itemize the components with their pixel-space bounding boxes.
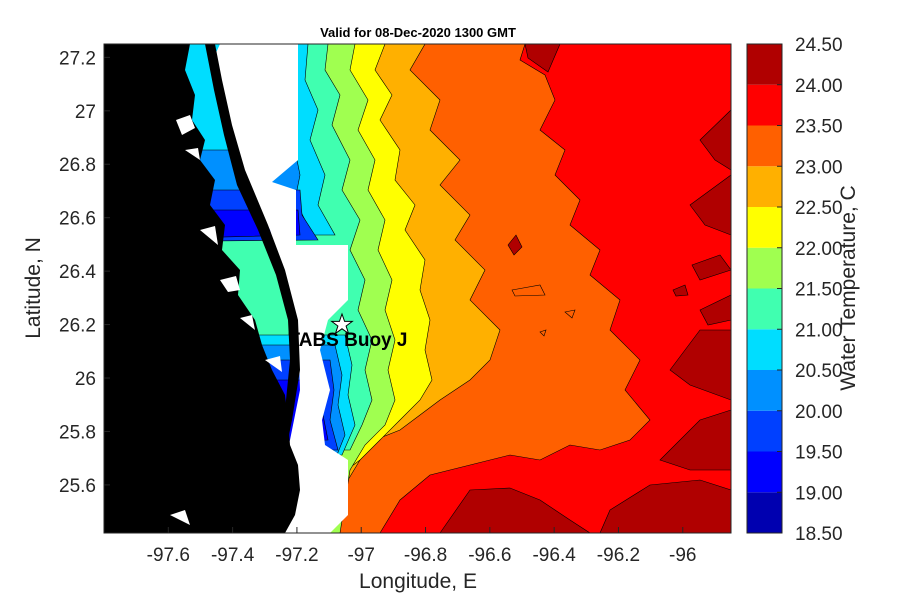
colorbar-swatch [747,125,782,167]
sst-warm-patch [672,284,689,297]
colorbar-tick-label: 23.50 [795,117,843,138]
x-tick-label: -97.2 [275,545,318,566]
colorbar-swatch [747,247,782,289]
colorbar-tick-label: 21.50 [795,280,843,301]
colorbar-swatch [747,207,782,248]
map-area: TABS Buoy J [103,43,732,534]
nodata-mask [215,44,348,533]
y-axis-ticks: 25.6 25.8 26 26.2 26.4 26.6 26.8 27 27.2 [59,48,110,497]
colorbar-tick-label: 19.00 [795,483,843,504]
colorbar-tick-label: 20.00 [795,402,843,423]
colorbar-swatch [747,166,782,207]
x-tick-label: -96 [669,545,696,566]
colorbar-tick-label: 22.00 [795,239,843,260]
colorbar-swatch [747,451,782,493]
x-axis-ticks: -97.6 -97.4 -97.2 -97 -96.8 -96.6 -96.4 -96.2 -9… [147,527,697,566]
land-barrier-island [205,44,300,533]
y-tick-label: 26.4 [59,262,96,283]
x-axis-label: Longitude, E [359,570,477,593]
y-tick-label: 25.8 [59,422,96,443]
x-tick-label: -96.2 [597,545,640,566]
colorbar-swatch [747,288,782,330]
colorbar-swatch [747,329,782,370]
colorbar-tick-label: 21.00 [795,320,843,341]
x-tick-label: -97.6 [147,545,190,566]
y-tick-label: 27 [75,102,96,123]
star-icon [330,312,354,335]
map-axes-frame [103,43,732,534]
colorbar-label: Water Temperature, C [837,185,860,390]
y-tick-label: 27.2 [59,48,96,69]
colorbar-swatch [747,44,782,85]
colorbar-tick-label: 24.50 [795,35,843,56]
y-tick-label: 26 [75,369,96,390]
sst-warm-patch [507,234,523,256]
land-mainland [104,44,300,533]
colorbar-swatch [747,492,782,533]
x-tick-label: -96.8 [404,545,447,566]
colorbar-tick-label: 20.50 [795,361,843,382]
y-tick-label: 26.8 [59,155,96,176]
x-tick-label: -96.6 [468,545,511,566]
y-tick-label: 25.6 [59,476,96,497]
colorbar-tick-label: 24.00 [795,76,843,97]
colorbar-tick-label: 19.50 [795,443,843,464]
colorbar: 18.50 19.00 19.50 20.00 20.50 21.00 21.50 22.00… [746,35,843,545]
sst-cool-patch [511,284,576,337]
y-axis-label: Latitude, N [22,237,45,339]
buoy-j-marker[interactable]: TABS Buoy J [289,312,408,351]
x-tick-label: -97 [347,545,374,566]
colorbar-tick-label: 18.50 [795,524,843,545]
colorbar-swatch [747,84,782,126]
y-tick-label: 26.2 [59,316,96,337]
colorbar-tick-label: 23.00 [795,157,843,178]
colorbar-tick-label: 22.50 [795,198,843,219]
figure-title: Valid for 08-Dec-2020 1300 GMT [320,25,516,40]
x-tick-label: -97.4 [211,545,255,566]
colorbar-swatch [747,370,782,411]
y-tick-label: 26.6 [59,209,96,230]
buoy-label: TABS Buoy J [289,330,408,351]
x-tick-label: -96.4 [532,545,576,566]
colorbar-swatch [747,410,782,452]
